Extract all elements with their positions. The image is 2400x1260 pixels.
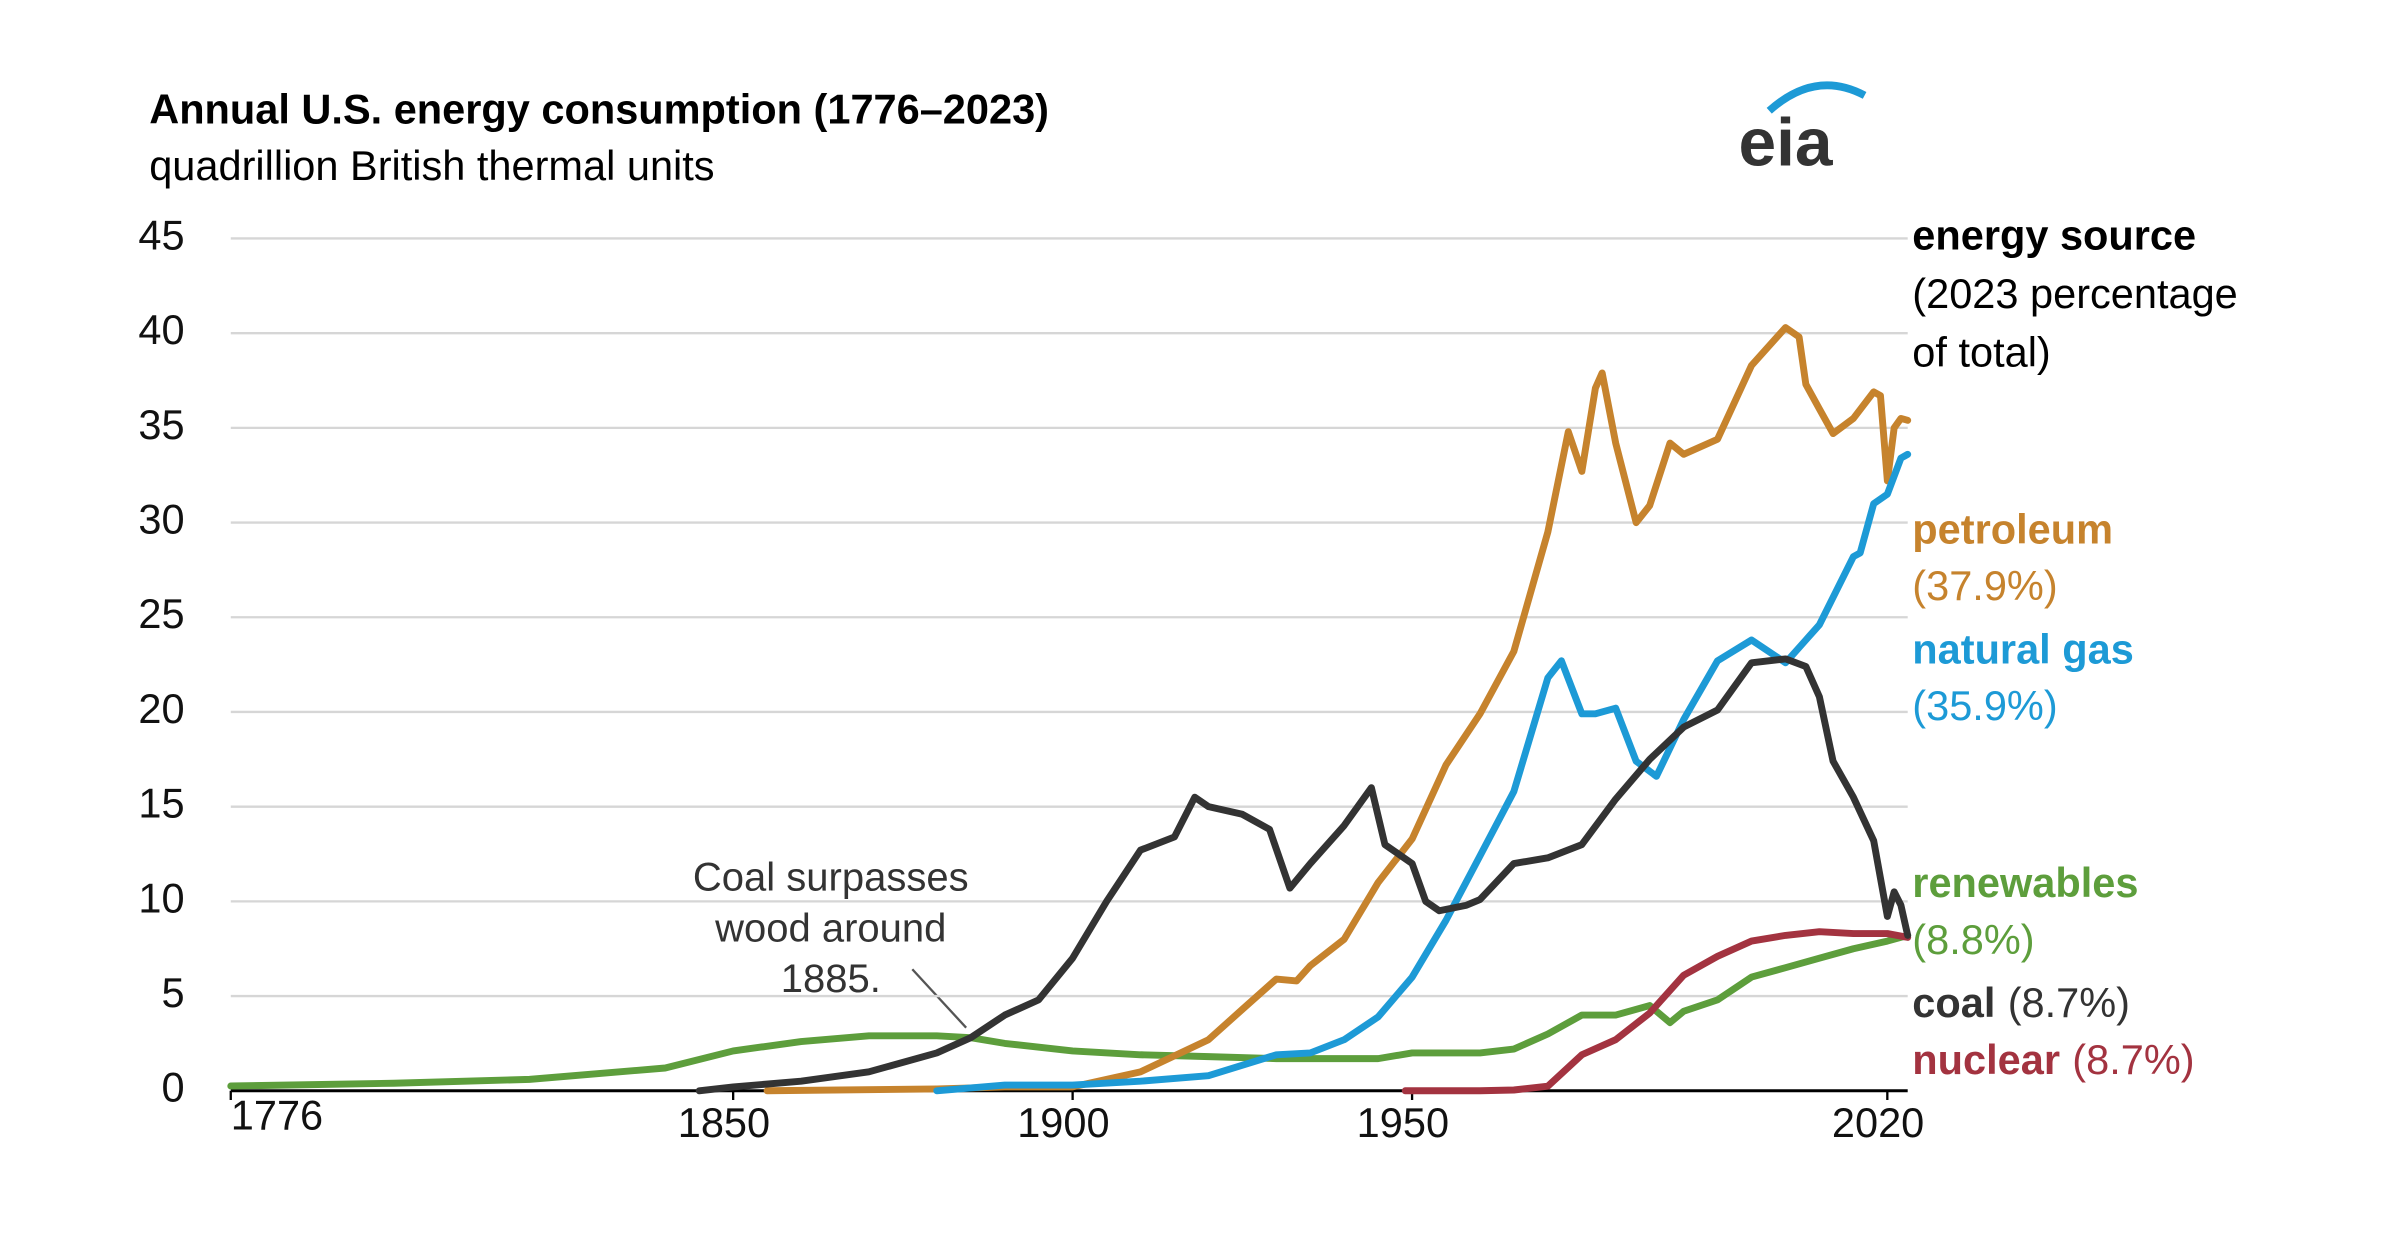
chart-subtitle: quadrillion British thermal units	[149, 142, 714, 189]
legend-share: (8.7%)	[2008, 979, 2130, 1026]
y-tick-label: 35	[138, 401, 184, 448]
x-tick-label: 2020	[1832, 1099, 1924, 1146]
chart-title: Annual U.S. energy consumption (1776–202…	[149, 85, 1049, 132]
series-line	[763, 324, 1912, 1095]
logo: eia	[1738, 106, 1833, 181]
series-line	[227, 931, 1912, 1090]
x-tick-label: 1950	[1357, 1099, 1449, 1146]
annotation: Coal surpasses	[693, 856, 969, 900]
y-tick-label: 30	[138, 496, 184, 543]
x-tick-label: 1850	[678, 1099, 770, 1146]
logo-arc	[1766, 81, 1867, 114]
legend-name: natural gas	[1912, 625, 2133, 672]
y-tick-label: 20	[138, 685, 184, 732]
y-tick-label: 40	[138, 306, 184, 353]
legend-label: renewables	[1912, 859, 2138, 906]
legend-name: nuclear	[1912, 1036, 2060, 1083]
y-tick-label: 10	[138, 874, 184, 921]
series-line	[1401, 928, 1912, 1095]
x-tick-label: 1776	[231, 1091, 323, 1138]
legend-label: coal (8.7%)	[1912, 979, 2130, 1026]
legend-share: (37.9%)	[1912, 562, 2057, 609]
legend-name: renewables	[1912, 859, 2138, 906]
annotation: 1885.	[781, 957, 881, 1001]
legend-subtitle: of total)	[1912, 328, 2050, 375]
legend-name: petroleum	[1912, 505, 2113, 552]
legend-label: nuclear (8.7%)	[1912, 1036, 2194, 1083]
series-line	[695, 655, 1912, 1095]
annotation-leader	[911, 968, 968, 1029]
legend-title: energy source	[1912, 211, 2196, 258]
x-tick-label: 1900	[1017, 1099, 1109, 1146]
legend-label: natural gas	[1912, 625, 2133, 672]
legend-share: (35.9%)	[1912, 682, 2057, 729]
y-tick-label: 15	[138, 780, 184, 827]
legend-share: (8.8%)	[1912, 916, 2034, 963]
annotation: wood around	[714, 906, 946, 950]
y-tick-label: 25	[138, 590, 184, 637]
legend-subtitle: (2023 percentage	[1912, 270, 2237, 317]
y-tick-label: 45	[138, 211, 184, 258]
y-tick-label: 0	[162, 1064, 185, 1111]
legend-label: petroleum	[1912, 505, 2113, 552]
legend-share: (8.7%)	[2072, 1036, 2194, 1083]
y-tick-label: 5	[162, 969, 185, 1016]
series-line	[933, 450, 1912, 1095]
legend-name: coal	[1912, 979, 1995, 1026]
